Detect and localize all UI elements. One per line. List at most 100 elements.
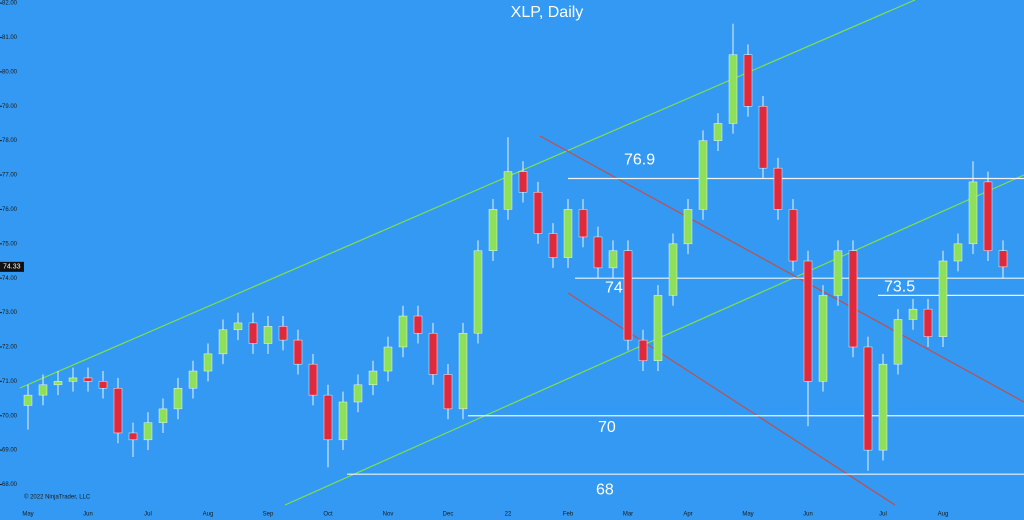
candle-body xyxy=(698,140,708,210)
candle-body xyxy=(278,326,288,341)
candle-body xyxy=(818,295,828,382)
candle-body xyxy=(173,387,183,410)
trend-line xyxy=(567,292,896,506)
candle-body xyxy=(563,209,573,258)
candle-body xyxy=(668,243,678,296)
candle-body xyxy=(863,346,873,451)
candle-body xyxy=(593,236,603,269)
y-tick-label: 71.00 xyxy=(2,379,18,385)
y-tick-label: 73.00 xyxy=(2,310,18,316)
candle-body xyxy=(953,243,963,262)
candle-body xyxy=(623,250,633,341)
candle-body xyxy=(113,387,123,434)
chart-title: XLP, Daily xyxy=(511,4,584,21)
y-tick-label: 76.00 xyxy=(2,207,18,213)
candle-body xyxy=(923,308,933,337)
candle-body xyxy=(188,370,198,389)
candle-body xyxy=(983,181,993,251)
level-label: 68 xyxy=(596,481,614,498)
candle-body xyxy=(143,422,153,441)
y-tick-label: 74.00 xyxy=(2,276,18,282)
level-label: 70 xyxy=(598,419,616,436)
candle-body xyxy=(728,54,738,124)
candle-body xyxy=(233,322,243,331)
x-tick-label: Aug xyxy=(203,512,214,518)
candle-body xyxy=(293,339,303,365)
x-tick-label: Jun xyxy=(803,512,813,518)
candle-body xyxy=(263,326,273,344)
candle-body xyxy=(98,381,108,389)
candle-body xyxy=(353,384,363,403)
x-tick-label: May xyxy=(22,512,33,518)
candle-body xyxy=(788,209,798,262)
candle-body xyxy=(848,250,858,348)
x-tick-label: 22 xyxy=(505,512,512,518)
candle-body xyxy=(368,370,378,386)
candle-body xyxy=(653,295,663,361)
candle-body xyxy=(323,394,333,441)
candle-body xyxy=(548,233,558,258)
candle-body xyxy=(398,315,408,348)
candle-body xyxy=(743,54,753,107)
y-tick-label: 75.00 xyxy=(2,241,18,247)
y-tick-label: 79.00 xyxy=(2,104,18,110)
x-tick-label: Jul xyxy=(879,512,887,518)
candle-body xyxy=(998,250,1008,268)
candle-body xyxy=(608,250,618,269)
y-tick-label: 82.00 xyxy=(2,1,18,7)
x-tick-label: Jun xyxy=(83,512,93,518)
x-tick-label: Dec xyxy=(443,512,454,518)
candle-body xyxy=(128,432,138,441)
candle-body xyxy=(713,123,723,141)
candle-body xyxy=(878,363,888,451)
candle-body xyxy=(503,171,513,210)
candle-body xyxy=(578,209,588,238)
x-tick-label: Jul xyxy=(144,512,152,518)
candle-body xyxy=(518,171,528,193)
candle-body xyxy=(908,308,918,320)
candle-body xyxy=(308,363,318,396)
candle-body xyxy=(68,377,78,382)
last-price-label: 74.33 xyxy=(3,264,21,271)
candle-body xyxy=(248,322,258,344)
candle-body xyxy=(458,332,468,410)
x-tick-label: Aug xyxy=(938,512,949,518)
x-tick-label: Oct xyxy=(323,512,333,518)
last-price-box xyxy=(0,261,24,272)
y-tick-label: 68.00 xyxy=(2,482,18,488)
candle-body xyxy=(938,260,948,337)
copyright: © 2022 NinjaTrader, LLC xyxy=(24,494,91,501)
candle-body xyxy=(158,408,168,423)
candle-body xyxy=(38,384,48,396)
level-label: 74 xyxy=(605,279,623,296)
candle-body xyxy=(203,353,213,372)
y-tick-label: 69.00 xyxy=(2,448,18,454)
x-tick-label: Nov xyxy=(383,512,394,518)
y-tick-label: 80.00 xyxy=(2,69,18,75)
x-tick-label: Sep xyxy=(263,512,274,518)
x-tick-label: Apr xyxy=(683,512,692,518)
candle-body xyxy=(53,381,63,386)
candle-body xyxy=(803,260,813,382)
candle-body xyxy=(413,315,423,334)
y-tick-label: 72.00 xyxy=(2,345,18,351)
candle-body xyxy=(443,374,453,410)
candle-body xyxy=(218,329,228,355)
candle-body xyxy=(533,191,543,234)
candle-body xyxy=(473,250,483,334)
y-tick-label: 81.00 xyxy=(2,35,18,41)
candle-body xyxy=(683,209,693,245)
trend-line xyxy=(539,135,1024,403)
candle-body xyxy=(638,339,648,361)
y-tick-label: 78.00 xyxy=(2,138,18,144)
candle-body xyxy=(23,394,33,406)
x-tick-label: Feb xyxy=(563,512,574,518)
candle-body xyxy=(968,181,978,245)
candle-body xyxy=(893,319,903,365)
trend-line xyxy=(19,0,916,389)
candle-body xyxy=(83,377,93,382)
level-label: 76.9 xyxy=(624,152,655,169)
candle-body xyxy=(383,346,393,372)
y-tick-label: 77.00 xyxy=(2,173,18,179)
